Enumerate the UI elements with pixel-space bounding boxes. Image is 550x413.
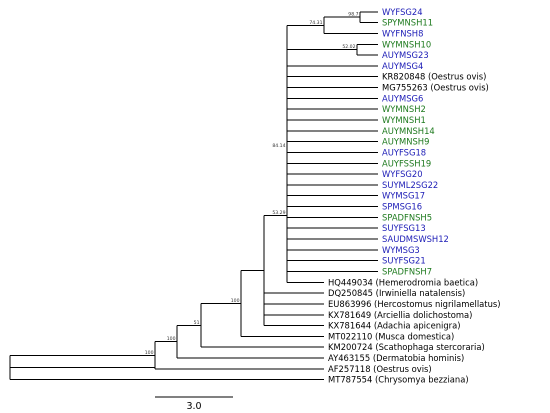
tip-label: MG755263 (Oestrus ovis) (382, 83, 489, 93)
tip-label: WYFSG24 (382, 7, 423, 17)
tip-label: EU863996 (Hercostomus nigrilamellatus) (328, 299, 501, 309)
tip-label: SPMSG16 (382, 202, 422, 212)
tip-label: HQ449034 (Hemerodromia baetica) (328, 277, 478, 287)
support-value: 74.31 (309, 20, 322, 26)
tip-label: AY463155 (Dermatobia hominis) (328, 353, 464, 363)
support-value: 98.7 (348, 12, 358, 18)
tip-label: MT022110 (Musca domestica) (328, 331, 454, 341)
scale-bar-label: 3.0 (186, 401, 201, 412)
tip-label: SAUDMSWSH12 (382, 234, 449, 244)
tip-label: KX781644 (Adachia apicenigra) (328, 321, 461, 331)
tip-label: WYFSG20 (382, 169, 423, 179)
tip-label: WYMNSH1 (382, 115, 426, 125)
tree-branches (9, 11, 378, 381)
support-value: 100 (167, 336, 176, 342)
tip-label: MT787554 (Chrysomya bezziana) (328, 375, 469, 385)
tip-label: KM200724 (Scathophaga stercoraria) (328, 342, 485, 352)
tip-label: AUYMSG23 (382, 50, 429, 60)
support-value: 100 (231, 298, 240, 304)
tip-label: AUYFSSH19 (382, 158, 431, 168)
tip-label: WYFNSH8 (382, 28, 423, 38)
tip-label: KR820848 (Oestrus ovis) (382, 72, 486, 82)
tip-label: SPADFNSH7 (382, 266, 432, 276)
tip-label: WYMNSH2 (382, 104, 426, 114)
tip-label: WYMSG3 (382, 245, 420, 255)
tip-label: SPADFNSH5 (382, 212, 432, 222)
tip-label: SUYFSG21 (382, 256, 426, 266)
support-value: 53.29 (272, 210, 285, 216)
support-value: 100 (145, 350, 154, 356)
support-value: 52.02 (342, 44, 355, 50)
tip-label: AUYMSG6 (382, 93, 423, 103)
tip-label: SUYFSG13 (382, 223, 426, 233)
tip-label: WYMNSH10 (382, 39, 431, 49)
tip-label: WYMSG17 (382, 191, 425, 201)
tip-label: DQ250845 (Irwiniella natalensis) (328, 288, 465, 298)
scale-bar: 3.0 (155, 396, 233, 412)
support-values: 100 100 51 100 53.29 84.14 74.31 98.7 52.02 (145, 12, 359, 356)
tip-label: AUYFSG18 (382, 147, 426, 157)
tip-labels: WYFSG24SPYMNSH11WYFNSH8WYMNSH10AUYMSG23A… (328, 7, 501, 385)
tip-label: SPYMNSH11 (382, 18, 433, 28)
tip-label: KX781649 (Arciellia dolichostoma) (328, 310, 472, 320)
support-value: 51 (194, 320, 200, 326)
tip-label: AUYMNSH14 (382, 126, 435, 136)
tip-label: AUYMNSH9 (382, 137, 429, 147)
support-value: 84.14 (272, 143, 285, 149)
tip-label: AF257118 (Oestrus ovis) (328, 364, 432, 374)
tip-label: SUYML2SG22 (382, 180, 438, 190)
tip-label: AUYMSG4 (382, 61, 423, 71)
